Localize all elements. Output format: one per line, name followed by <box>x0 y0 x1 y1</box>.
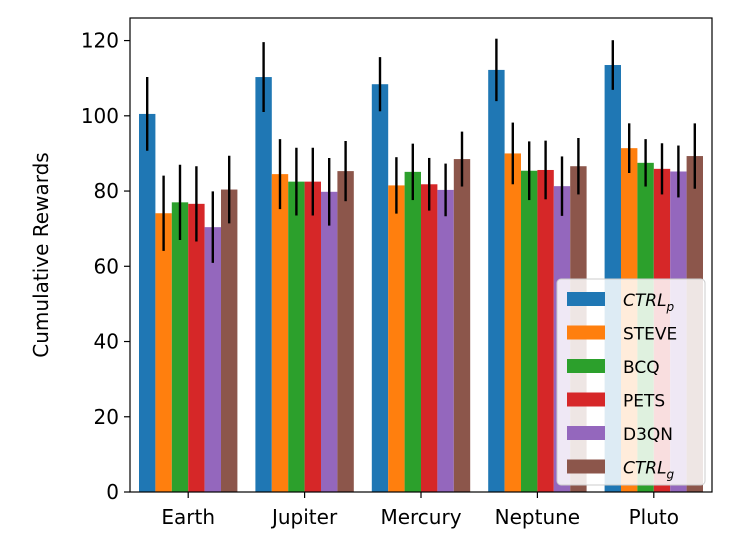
legend-swatch <box>567 392 605 407</box>
bar-earth-steve <box>155 213 172 493</box>
bar-jupiter-pets <box>304 181 321 492</box>
bar-earth-pets <box>188 203 205 492</box>
bar-earth-d3qn <box>204 227 221 492</box>
bar-earth-bcq <box>171 202 189 492</box>
bar-jupiter-ctrlg <box>337 171 354 493</box>
legend-swatch <box>567 459 605 474</box>
bar-jupiter-d3qn <box>321 191 338 493</box>
x-tick-label-jupiter: Jupiter <box>270 505 338 529</box>
x-tick-label-neptune: Neptune <box>495 505 580 529</box>
bar-jupiter-bcq <box>288 181 305 492</box>
bar-mercury-pets <box>421 184 438 492</box>
y-tick-label: 0 <box>106 480 119 504</box>
legend-swatch <box>567 426 605 440</box>
bar-mercury-bcq <box>404 171 421 493</box>
y-tick-label: 40 <box>94 330 119 354</box>
y-tick-label: 20 <box>94 405 119 429</box>
legend-label: BCQ <box>623 358 660 378</box>
error-bars-group <box>145 38 696 263</box>
legend-label: STEVE <box>623 325 677 345</box>
bar-mercury-steve <box>388 185 405 492</box>
y-axis-label: Cumulative Rewards <box>29 152 53 357</box>
bar-mercury-d3qn <box>437 189 454 493</box>
bar-neptune-bcq <box>521 170 538 493</box>
legend-label: D3QN <box>623 425 673 445</box>
legend-swatch <box>567 325 605 340</box>
bar-jupiter-steve <box>271 174 289 492</box>
bar-mercury-ctrlp <box>371 84 389 493</box>
legend-swatch <box>567 359 605 373</box>
legend-label: CTRLg <box>623 459 675 482</box>
legend-swatch <box>567 292 605 306</box>
bar-mercury-ctrlg <box>453 159 471 492</box>
legend: CTRLp STEVE BCQ PETS D3QN CTRLg <box>556 278 706 486</box>
y-tick-label: 100 <box>81 104 119 128</box>
y-tick-label: 80 <box>94 179 119 203</box>
y-tick-label: 120 <box>81 29 119 53</box>
bar-jupiter-ctrlp <box>255 77 272 492</box>
bar-earth-ctrlg <box>221 189 238 493</box>
bar-earth-ctrlp <box>139 113 156 493</box>
x-tick-label-earth: Earth <box>161 505 215 529</box>
legend-label: CTRLp <box>623 291 675 314</box>
bar-neptune-steve <box>504 153 521 492</box>
bar-neptune-pets <box>537 169 554 493</box>
x-tick-label-mercury: Mercury <box>380 505 461 529</box>
x-tick-label-pluto: Pluto <box>629 505 679 529</box>
y-tick-label: 60 <box>94 254 119 278</box>
bar-neptune-ctrlp <box>488 69 505 492</box>
legend-label: PETS <box>623 392 665 412</box>
